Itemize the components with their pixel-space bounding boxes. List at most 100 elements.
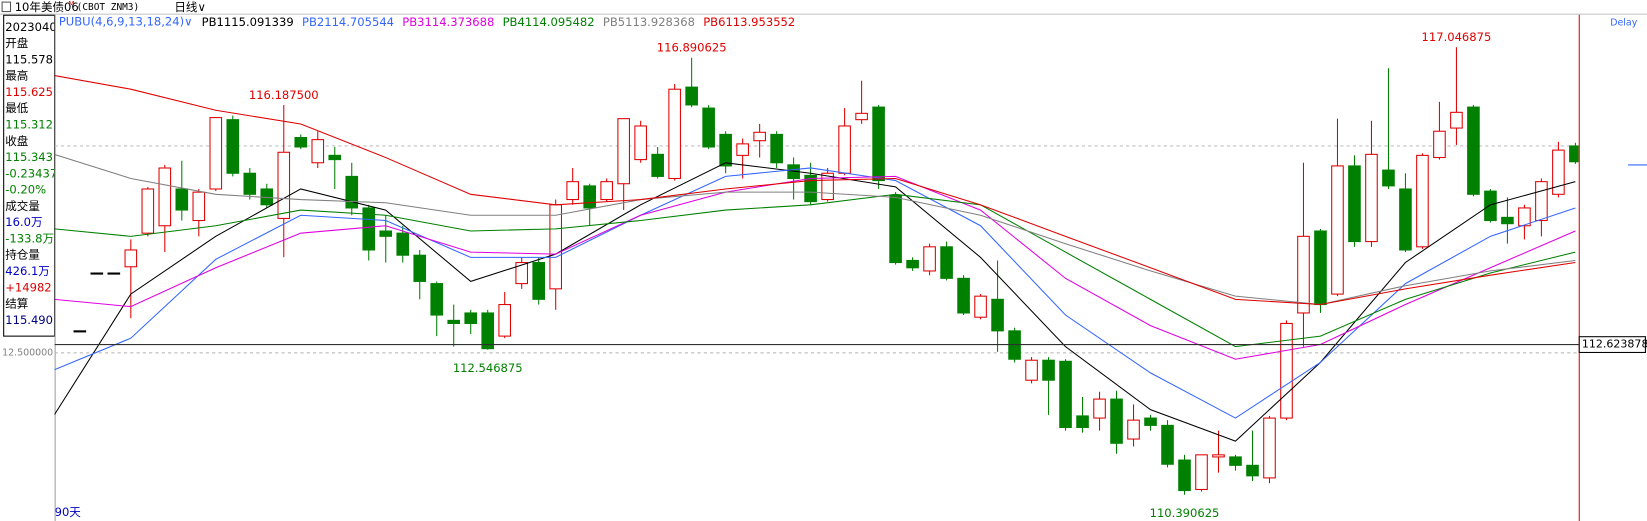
candle-body — [311, 139, 325, 164]
candle-body — [1518, 207, 1531, 227]
candle-body — [277, 151, 291, 219]
candle-body — [1144, 417, 1157, 426]
candle-body — [583, 185, 596, 209]
info-panel-texts: 20230404 开盘 115.578 最高 115.625 最低 115.312 收盘 115… — [5, 20, 54, 327]
info-text: 最高 — [5, 69, 28, 83]
candle-body — [906, 259, 919, 269]
candle-body — [396, 232, 410, 256]
candle-body — [1212, 454, 1225, 458]
info-text: -133.8万 — [5, 231, 54, 245]
info-text: 开盘 — [5, 36, 29, 50]
extreme-label: 116.890625 — [657, 41, 727, 55]
candle-body — [1314, 230, 1327, 306]
info-text: 16.0万 — [5, 215, 42, 229]
candle-body — [141, 188, 155, 234]
candle-body — [1093, 398, 1106, 419]
legend-value: 114.373688 — [425, 15, 495, 29]
candle-body — [821, 172, 834, 201]
indicator-selector[interactable]: PUBU(4,6,9,13,18,24)∨ — [59, 15, 193, 29]
candle-body — [685, 86, 698, 106]
candle-body — [294, 137, 308, 148]
candle-body — [1484, 190, 1497, 222]
candle-body — [498, 304, 512, 337]
candle-body — [413, 254, 427, 282]
candle-body — [192, 191, 206, 222]
candle-body — [1552, 149, 1565, 195]
candle-body — [923, 246, 936, 272]
info-text: 115.343 — [5, 150, 53, 164]
candle-body — [1110, 398, 1123, 444]
candle-body — [566, 181, 579, 201]
delay-status: Delay — [1610, 18, 1637, 29]
legend-value: 113.928368 — [625, 15, 695, 29]
extreme-label: 117.046875 — [1422, 30, 1492, 44]
candle-body — [719, 133, 732, 167]
candle-body — [974, 295, 987, 318]
candle-body — [770, 133, 783, 164]
candle-body — [1297, 235, 1310, 314]
candle-body — [90, 272, 104, 275]
info-text: 115.625 — [5, 85, 53, 99]
legend-entry: PB1115.091339 — [202, 15, 294, 29]
range-label: 90天 — [55, 505, 82, 519]
candle-body — [209, 117, 223, 190]
legend-entry: PB6113.953552 — [703, 15, 795, 29]
candle-body — [1501, 216, 1514, 225]
info-text: 成交量 — [5, 199, 40, 213]
candle-body — [1365, 153, 1378, 243]
instrument-title[interactable]: 10年美债06 — [15, 0, 79, 14]
candle-body — [1450, 111, 1463, 129]
candle-body — [634, 125, 647, 161]
candle-body — [226, 119, 240, 174]
info-text: 115.578 — [5, 52, 53, 66]
legend-value: 114.705544 — [324, 15, 394, 29]
candle-body — [1535, 181, 1548, 222]
candle-body — [1280, 322, 1293, 419]
legend-name: PB2 — [302, 15, 324, 29]
candle-body — [753, 131, 766, 142]
candle-body — [1433, 130, 1446, 159]
candle-body — [668, 88, 681, 180]
indicator-line — [54, 75, 1576, 306]
info-text: 持仓量 — [5, 248, 40, 262]
legend-entry: PB4114.095482 — [503, 15, 595, 29]
candle-body — [124, 249, 138, 268]
info-text: -0.20% — [5, 183, 46, 197]
legend-value: 113.953552 — [725, 15, 795, 29]
legend-name: PB3 — [402, 15, 424, 29]
legend-name: PB4 — [503, 15, 525, 29]
legend-name: PB5 — [603, 15, 625, 29]
candle-body — [1399, 188, 1412, 251]
candle-body — [73, 330, 87, 333]
candle-body — [1246, 464, 1259, 477]
legend-name: PB6 — [703, 15, 725, 29]
period-selector[interactable]: 日线∨ — [174, 0, 206, 14]
legend-value: 115.091339 — [224, 15, 294, 29]
candle-body — [957, 277, 970, 314]
candle-body — [107, 272, 121, 275]
candle-body — [940, 246, 953, 279]
legend-entry: PB2114.705544 — [302, 15, 394, 29]
candle-body — [1263, 417, 1276, 479]
candle-body — [1127, 419, 1140, 440]
candle-body — [243, 172, 257, 195]
candle-body — [872, 106, 885, 182]
menu-icon[interactable] — [1, 1, 12, 13]
candle-body — [804, 174, 817, 203]
candle-body — [430, 283, 444, 316]
plot-area — [54, 47, 1579, 495]
candle-body — [464, 312, 478, 324]
indicator-line — [54, 193, 1576, 348]
candle-body — [1178, 459, 1191, 492]
candle-body — [1467, 106, 1480, 195]
info-text: +14982 — [5, 280, 51, 294]
info-text: 426.1万 — [5, 264, 50, 278]
candle-body — [345, 175, 359, 209]
candle-body — [1025, 359, 1038, 381]
candle-body — [1348, 165, 1361, 243]
candle-body — [1569, 145, 1579, 163]
candle-body — [991, 298, 1004, 332]
candle-body — [1042, 359, 1055, 381]
instrument-code: (CBOT ZNM3) — [77, 2, 140, 13]
